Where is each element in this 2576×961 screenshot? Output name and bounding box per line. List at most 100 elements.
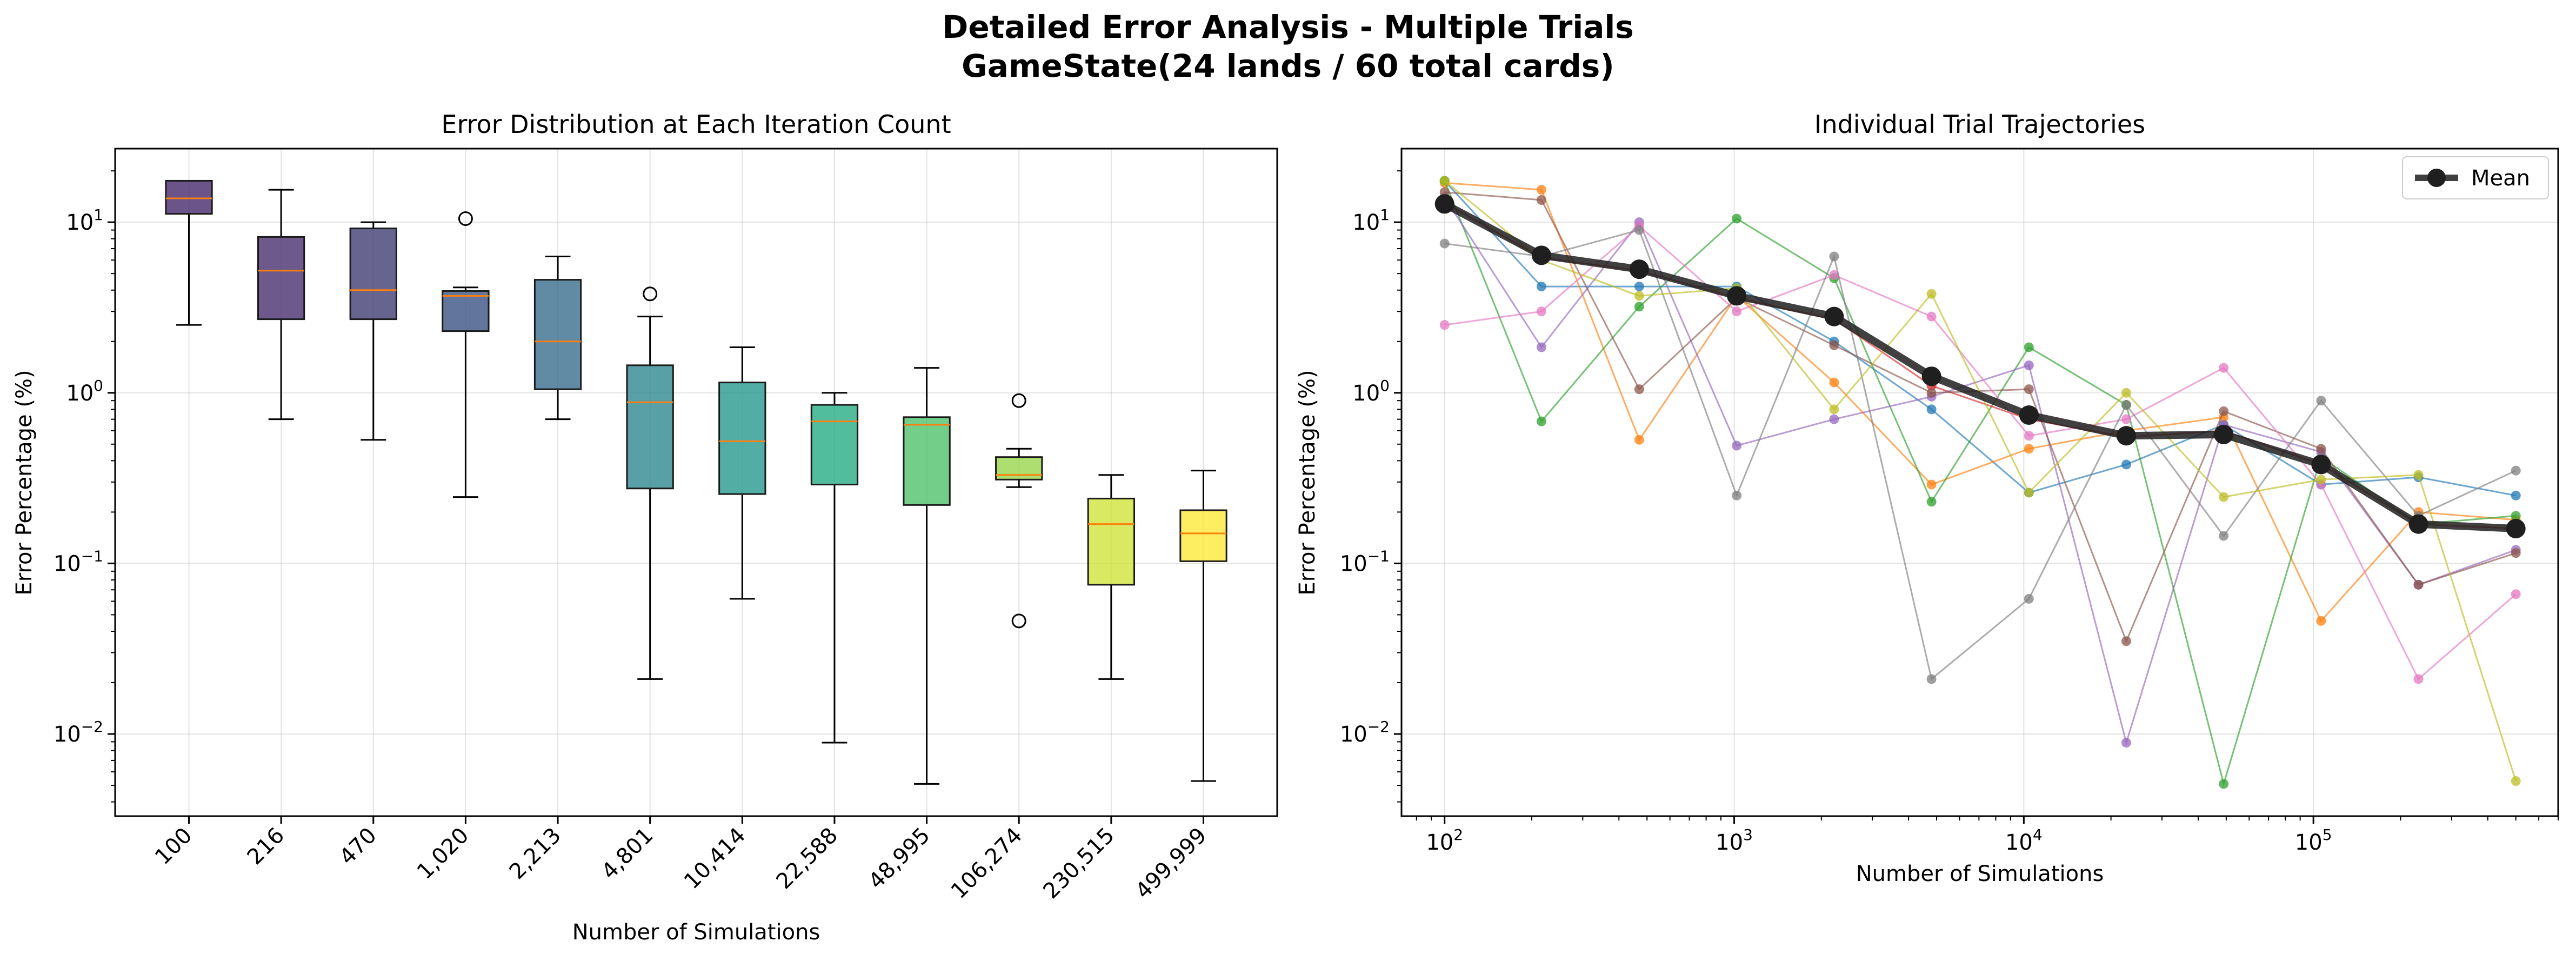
trial-point [1732, 306, 1742, 317]
box-1,020 [442, 211, 490, 498]
box-22,588 [810, 392, 859, 744]
trial-point [1829, 377, 1839, 388]
box-plot-boxes [165, 179, 1227, 785]
box-plot-x-axis-label: Number of Simulations [572, 920, 820, 945]
trial-3 [1439, 176, 2521, 789]
box-499,999 [1179, 470, 1227, 782]
trial-point [1926, 479, 1937, 490]
box-216 [257, 189, 305, 421]
x-tick-label: 2,213 [505, 823, 566, 885]
box-230,515 [1087, 474, 1136, 680]
trial-point [1536, 416, 1546, 426]
box-body [810, 404, 859, 485]
y-tick-label: 101 [66, 206, 103, 235]
box-body [995, 456, 1043, 480]
trial-point [1926, 674, 1937, 684]
trial-line [1444, 229, 2517, 681]
trial-point [1439, 320, 1450, 330]
outlier-marker [1011, 393, 1026, 408]
trajectory-x-ticks: 102 103 104 105 [1416, 816, 2559, 855]
trial-point [1732, 490, 1742, 500]
box-2,213 [533, 255, 582, 421]
x-tick-label: 104 [2005, 826, 2043, 855]
trial-point [1926, 311, 1937, 322]
trial-point [1536, 185, 1546, 195]
trial-point [2121, 400, 2131, 410]
mean-point [1434, 194, 1454, 214]
trial-6 [1439, 187, 2521, 646]
box-body [533, 279, 582, 390]
trial-point [1439, 176, 1450, 186]
trial-point [1829, 414, 1839, 424]
trial-line [1444, 182, 2516, 623]
trial-point [1634, 435, 1644, 445]
box-body [718, 382, 766, 495]
trial-line [1444, 191, 2517, 644]
x-tick-label: 230,515 [1038, 823, 1119, 904]
trial-point [1536, 306, 1546, 317]
trial-point [1829, 270, 1839, 280]
legend-mean-marker [2427, 169, 2446, 187]
trial-point [1536, 195, 1546, 205]
trial-point [2316, 396, 2326, 406]
trial-point [2121, 459, 2131, 470]
trial-point [2024, 384, 2034, 395]
mean-point [1531, 245, 1551, 265]
figure-title-line1: Detailed Error Analysis - Multiple Trial… [942, 9, 1634, 45]
outlier-marker [458, 211, 473, 226]
mean-point [2019, 405, 2039, 425]
figure-title-line2: GameState(24 lands / 60 total cards) [962, 48, 1614, 84]
y-tick-label: 100 [66, 377, 103, 406]
trial-line [1444, 180, 2516, 787]
y-tick-label: 10−1 [54, 547, 103, 576]
trial-point [2121, 636, 2131, 646]
trial-point [2024, 360, 2034, 370]
box-48,995 [903, 367, 951, 785]
trial-point [2024, 593, 2034, 604]
outlier-marker [1011, 613, 1026, 629]
box-body [903, 416, 951, 506]
trial-point [1634, 282, 1644, 292]
trial-point [1732, 441, 1742, 451]
figure-title: Detailed Error Analysis - Multiple Trial… [0, 8, 2576, 85]
trajectory-panel: Individual Trial Trajectories 10−210−110… [1295, 110, 2559, 886]
trial-point [2511, 548, 2521, 558]
legend-box [2402, 156, 2549, 199]
legend-mean-label: Mean [2471, 166, 2530, 191]
trial-point [1634, 225, 1644, 235]
x-tick-label: 48,995 [864, 823, 935, 894]
x-tick-label: 216 [243, 823, 290, 870]
trial-line [1444, 225, 2517, 680]
trial-1 [1439, 176, 2521, 500]
trial-point [1926, 388, 1937, 398]
box-plot-title: Error Distribution at Each Iteration Cou… [441, 110, 951, 139]
box-plot-panel: Error Distribution at Each Iteration Cou… [12, 110, 1278, 945]
box-plot-y-ticks: 10−2 10−1 100 101 [54, 170, 115, 803]
mean-point [2506, 518, 2526, 538]
y-tick-label: 100 [1352, 377, 1390, 406]
trial-point [2219, 531, 2229, 541]
trial-point [2219, 492, 2229, 502]
trial-point [1926, 497, 1937, 507]
mean-line [1443, 201, 2517, 532]
box-470 [349, 221, 397, 441]
trial-point [1829, 404, 1839, 415]
x-tick-label: 1,020 [412, 823, 474, 885]
mean-series [1434, 194, 2526, 538]
x-tick-label: 100 [150, 823, 197, 870]
x-tick-label: 103 [1716, 826, 1753, 855]
mean-point [1727, 286, 1747, 306]
trajectory-y-ticks: 10−2 10−1 100 101 [1340, 170, 1402, 803]
box-plot-x-ticks: 100 216 470 1,020 2,213 4,801 10,414 22,588 48,9… [150, 816, 1212, 904]
mean-point [1629, 259, 1649, 279]
y-tick-label: 10−2 [54, 718, 103, 747]
trial-point [2413, 470, 2424, 480]
x-tick-label: 499,999 [1131, 823, 1211, 904]
mean-point [2311, 455, 2331, 475]
box-plot-y-axis-label: Error Percentage (%) [12, 370, 37, 595]
trial-point [2121, 414, 2131, 424]
trial-point [2511, 465, 2521, 476]
trajectory-lines [1434, 176, 2526, 789]
trial-point [2316, 616, 2326, 626]
trial-point [2121, 738, 2131, 748]
